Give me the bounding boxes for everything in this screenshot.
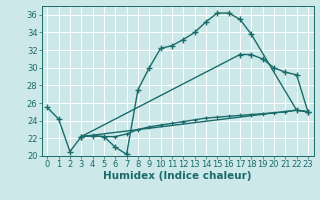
X-axis label: Humidex (Indice chaleur): Humidex (Indice chaleur)	[103, 171, 252, 181]
